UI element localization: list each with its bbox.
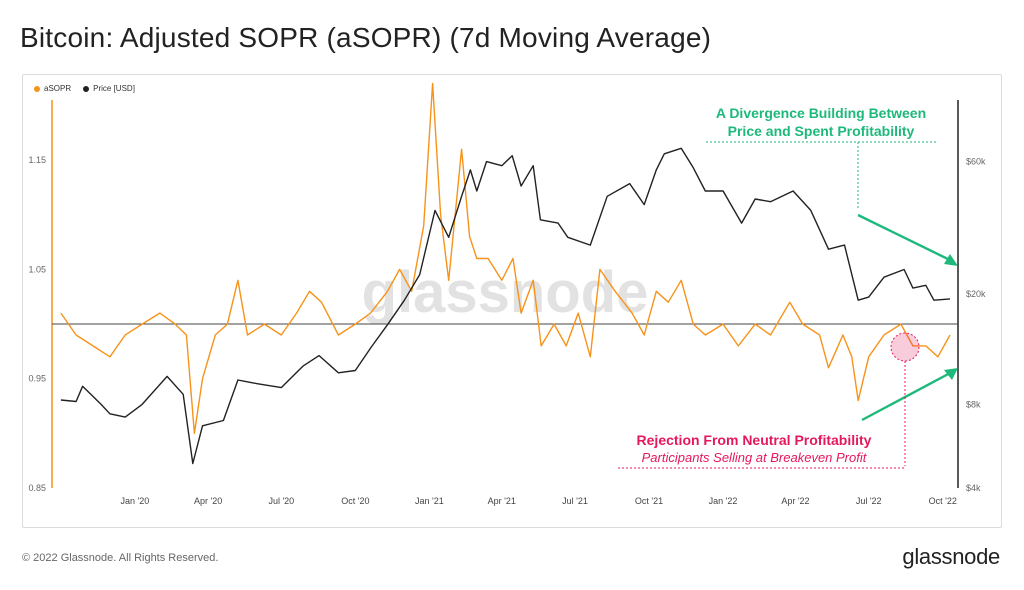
y-right-tick-label: $8k bbox=[966, 399, 981, 409]
x-tick-label: Jan '22 bbox=[709, 496, 738, 506]
y-right-tick-label: $20k bbox=[966, 289, 986, 299]
price-series-line bbox=[60, 147, 951, 465]
x-tick-label: Apr '22 bbox=[781, 496, 809, 506]
rejection-annotation: Rejection From Neutral Profitability Par… bbox=[604, 432, 904, 466]
rejection-highlight-circle bbox=[890, 332, 920, 362]
legend-item-price[interactable]: Price [USD] bbox=[83, 84, 135, 93]
y-left-tick-label: 1.05 bbox=[28, 264, 46, 274]
x-tick-label: Oct '22 bbox=[929, 496, 957, 506]
glassnode-logo: glassnode bbox=[902, 544, 1000, 569]
price-legend-dot bbox=[83, 85, 90, 92]
divergence-arrowhead-lower bbox=[944, 368, 958, 380]
rejection-annotation-line-2: Participants Selling at Breakeven Profit bbox=[641, 450, 867, 465]
y-left-tick-label: 0.85 bbox=[28, 483, 46, 493]
divergence-annotation-line-1: A Divergence Building Between bbox=[715, 105, 927, 121]
divergence-arrowhead-upper bbox=[944, 254, 958, 266]
legend-item-asopr[interactable]: aSOPR bbox=[34, 84, 71, 93]
x-tick-label: Oct '20 bbox=[341, 496, 369, 506]
legend: aSOPR Price [USD] bbox=[34, 84, 135, 93]
divergence-annotation-line-2: Price and Spent Profitability bbox=[727, 123, 915, 139]
y-right-tick-label: $4k bbox=[966, 483, 981, 493]
y-right-tick-label: $60k bbox=[966, 157, 986, 167]
divergence-arrow-upper bbox=[857, 213, 955, 264]
x-tick-label: Jan '20 bbox=[121, 496, 150, 506]
x-tick-label: Apr '21 bbox=[488, 496, 516, 506]
y-left-tick-label: 0.95 bbox=[28, 374, 46, 384]
legend-label-asopr: aSOPR bbox=[44, 84, 72, 93]
legend-label-price: Price [USD] bbox=[93, 84, 135, 93]
chart-card bbox=[22, 74, 1002, 528]
x-tick-label: Oct '21 bbox=[635, 496, 663, 506]
watermark: glassnode bbox=[362, 260, 649, 325]
chart-title: Bitcoin: Adjusted SOPR (aSOPR) (7d Movin… bbox=[20, 22, 712, 53]
asopr-series-line bbox=[60, 82, 951, 435]
x-tick-label: Jan '21 bbox=[415, 496, 444, 506]
divergence-arrow-lower bbox=[861, 370, 953, 422]
divergence-annotation: A Divergence Building Between Price and … bbox=[690, 104, 952, 140]
x-tick-label: Jul '20 bbox=[268, 496, 294, 506]
x-tick-label: Jul '22 bbox=[856, 496, 882, 506]
x-tick-label: Apr '20 bbox=[194, 496, 222, 506]
asopr-legend-dot bbox=[34, 85, 40, 92]
y-left-tick-label: 1.15 bbox=[28, 155, 46, 165]
x-tick-label: Jul '21 bbox=[562, 496, 588, 506]
copyright-footer: © 2022 Glassnode. All Rights Reserved. bbox=[22, 552, 219, 564]
rejection-annotation-line-1: Rejection From Neutral Profitability bbox=[636, 432, 872, 448]
